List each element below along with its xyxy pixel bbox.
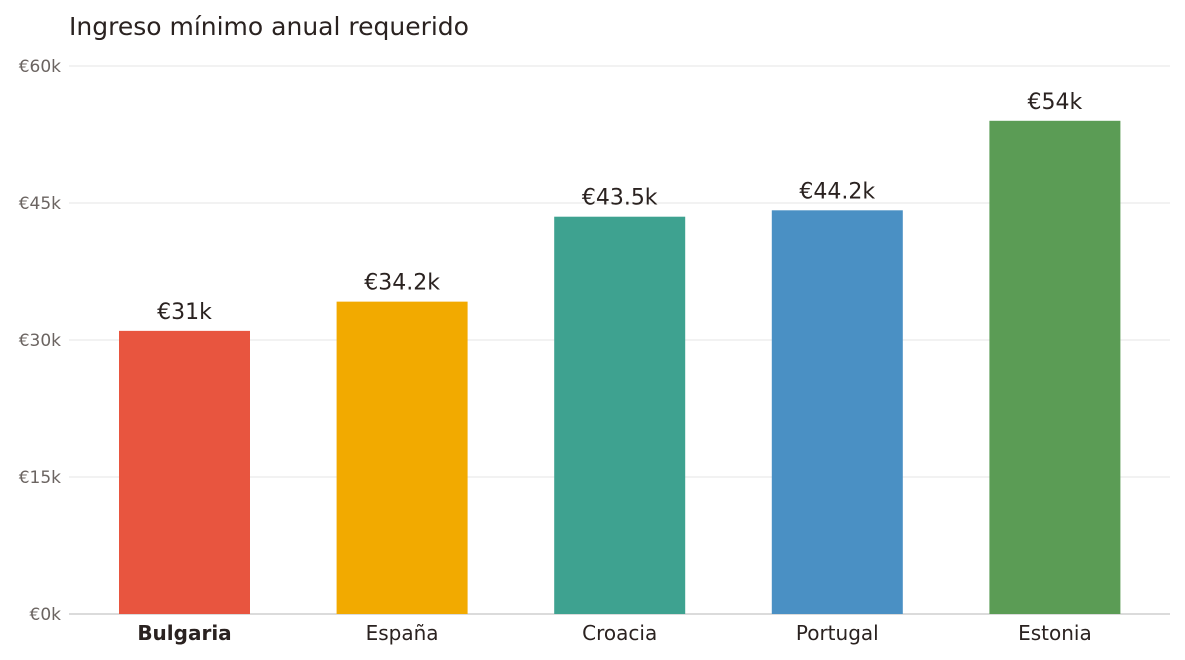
label-layer: €0k €15k €30k €45k €60k €31k Bulgaria €34.2k Esp… [19,57,1092,645]
bar-españa [336,301,468,614]
value-label: €31k [157,300,212,325]
x-tick-label: Bulgaria [137,621,231,645]
x-tick-label: Portugal [796,621,879,645]
y-tick-label: €30k [19,331,61,351]
y-tick-label: €15k [19,468,61,488]
x-tick-label: España [366,621,439,645]
x-tick-label: Estonia [1018,621,1092,645]
x-tick-label: Croacia [582,621,657,645]
y-tick-label: €45k [19,194,61,214]
bar-portugal [771,210,903,614]
chart-title: Ingreso mínimo anual requerido [69,12,469,41]
value-label: €54k [1028,90,1083,115]
value-label: €44.2k [799,179,875,204]
value-label: €34.2k [364,271,440,296]
y-tick-label: €0k [30,605,62,625]
value-label: €43.5k [582,186,658,211]
y-tick-label: €60k [19,57,61,77]
bar-croacia [554,216,686,614]
bar-layer [119,120,1121,615]
bar-estonia [989,120,1121,615]
bar-bulgaria [119,330,250,614]
